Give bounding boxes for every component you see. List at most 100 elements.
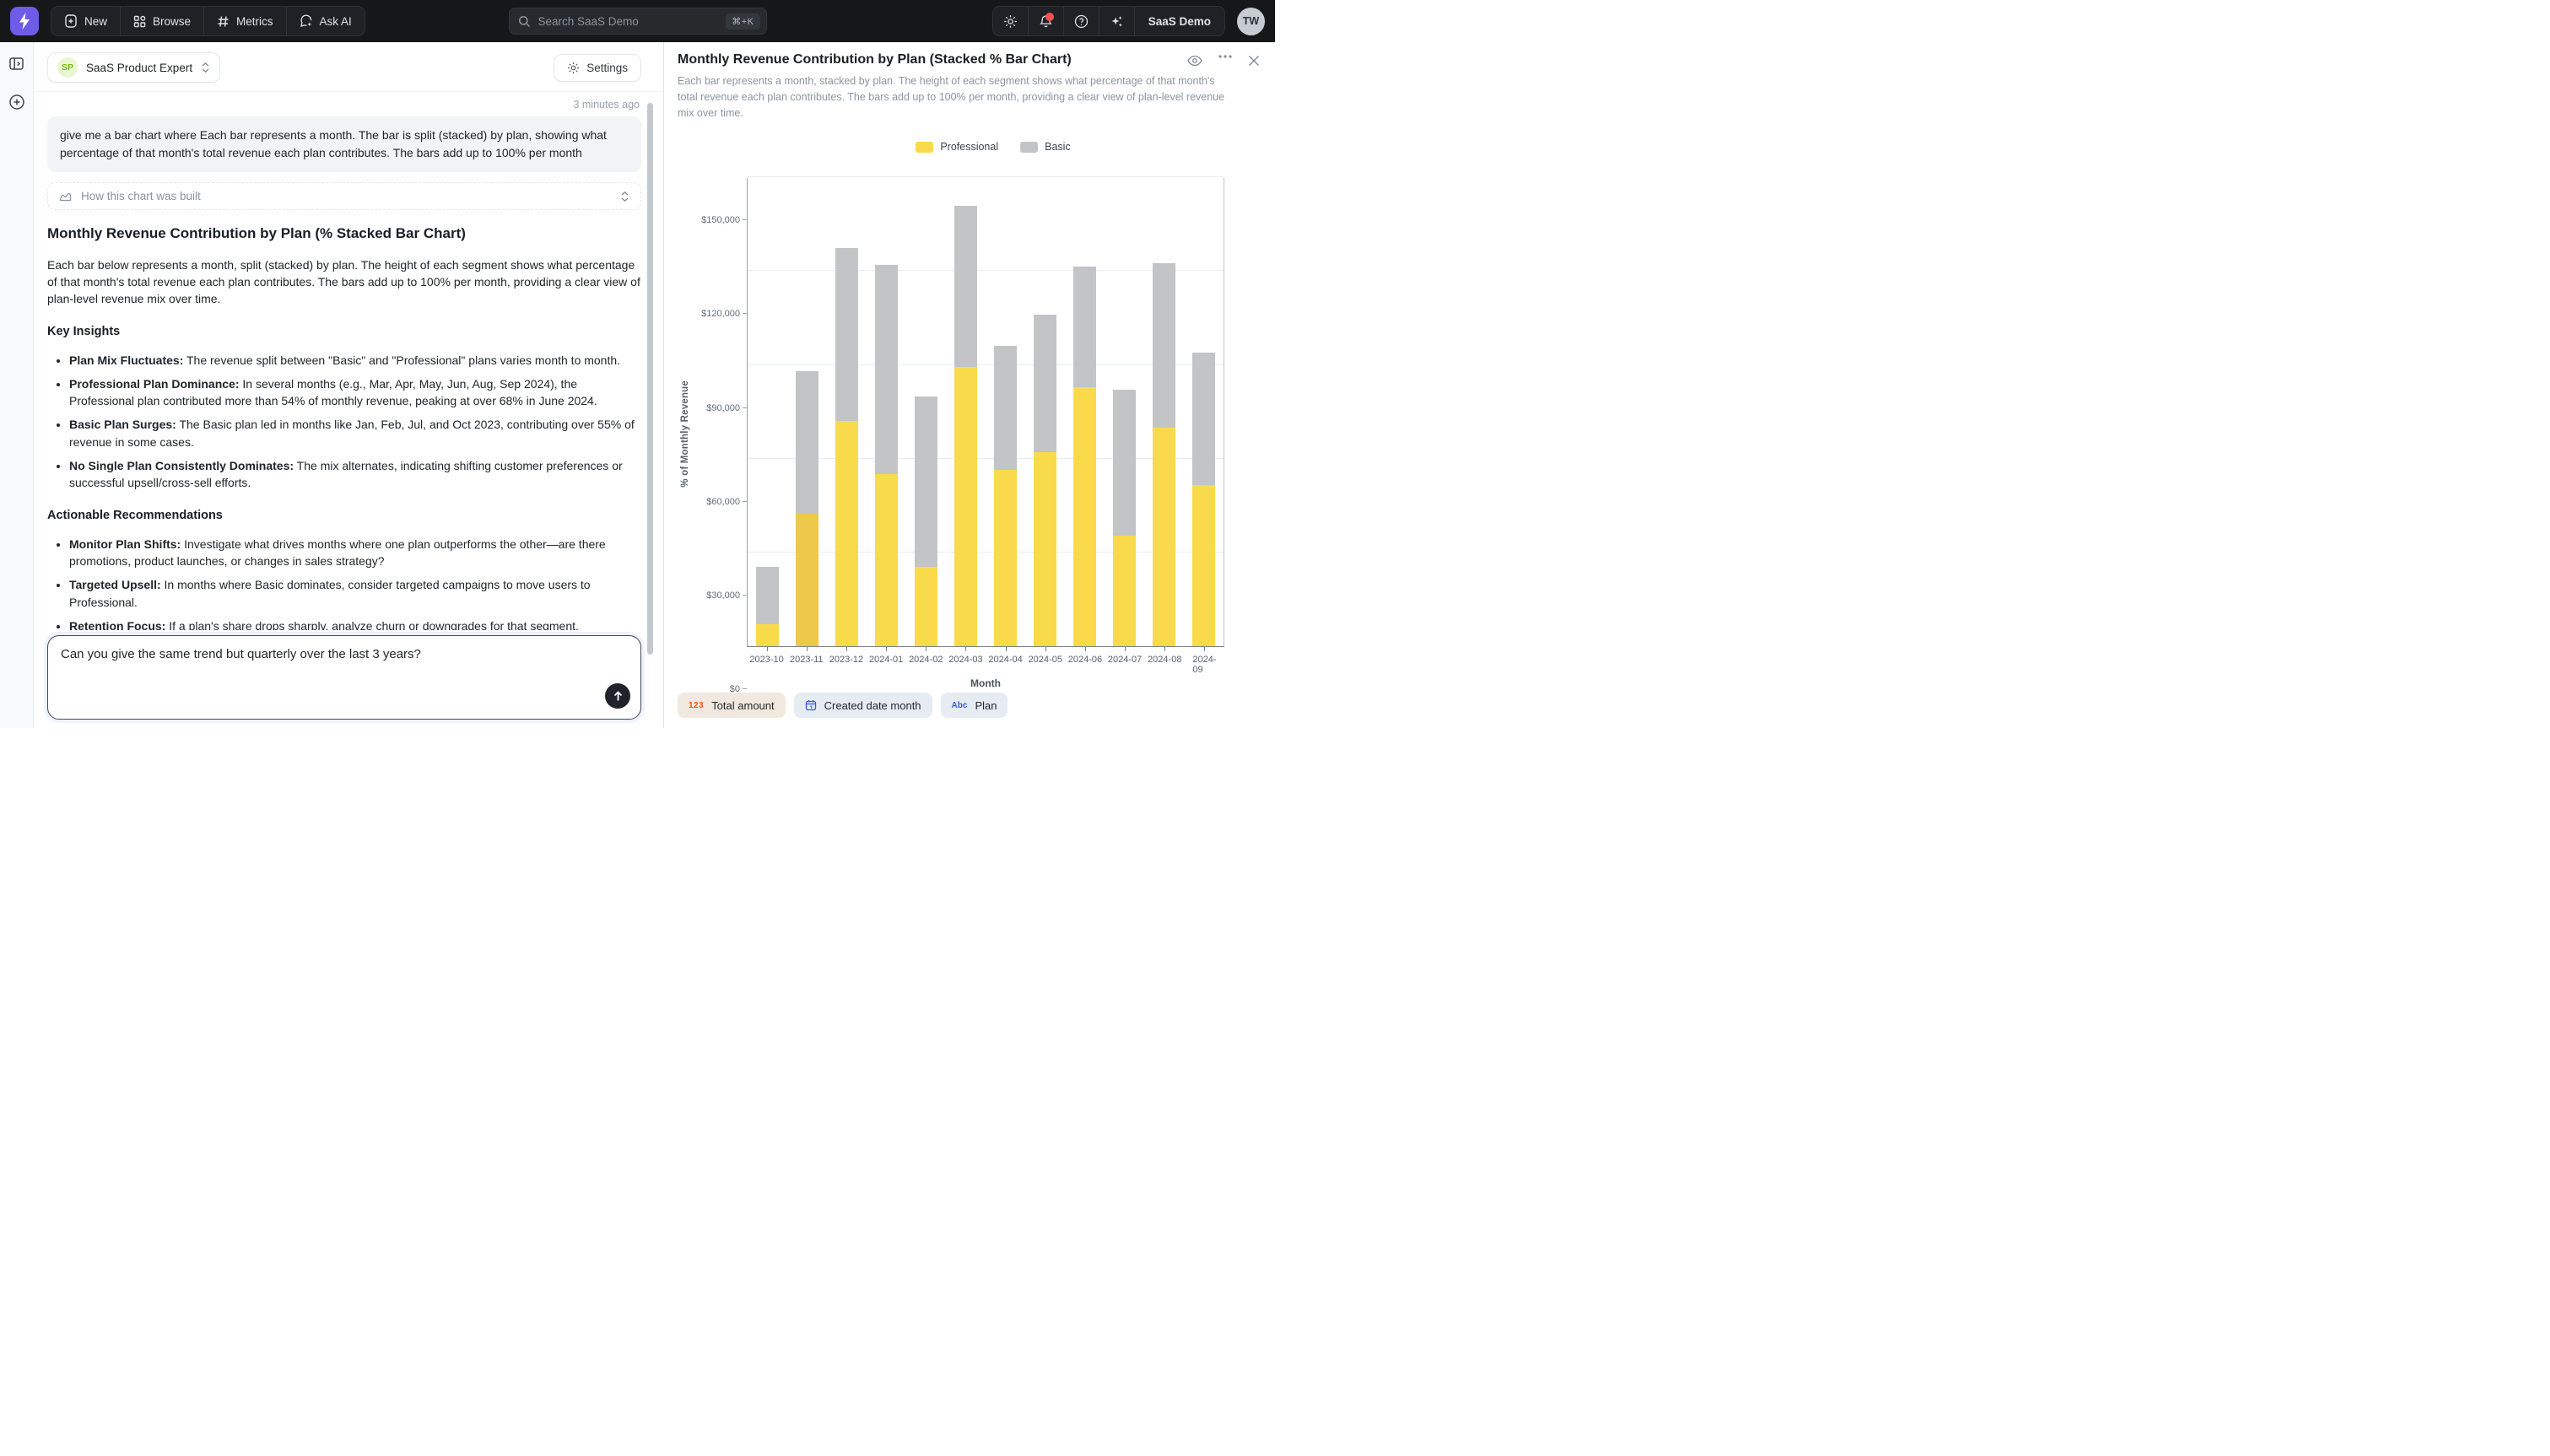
segment-basic-2024-03[interactable] — [954, 206, 977, 367]
field-tag-label: Created date month — [824, 699, 921, 712]
x-tick-mark — [926, 647, 927, 651]
bar-2023-12[interactable] — [835, 248, 858, 647]
bar-2024-09[interactable] — [1192, 353, 1215, 646]
agent-name: SaaS Product Expert — [86, 62, 192, 74]
legend-item-basic[interactable]: Basic — [1020, 141, 1071, 153]
x-tick-label: 2024-02 — [909, 655, 943, 665]
x-tick-mark — [1045, 647, 1046, 651]
more-options-button[interactable] — [1218, 55, 1232, 67]
segment-professional-2023-11[interactable] — [796, 514, 818, 647]
x-tick-mark — [1006, 647, 1007, 651]
segment-basic-2023-11[interactable] — [796, 371, 818, 514]
segment-professional-2024-09[interactable] — [1192, 485, 1215, 646]
global-search-input[interactable]: Search SaaS Demo ⌘+K — [509, 8, 767, 35]
bar-2024-01[interactable] — [875, 265, 898, 646]
segment-basic-2024-01[interactable] — [875, 265, 898, 474]
segment-professional-2023-12[interactable] — [835, 421, 858, 646]
new-button[interactable]: New — [51, 7, 121, 35]
x-tick-mark — [1204, 647, 1205, 651]
metrics-button[interactable]: Metrics — [204, 7, 287, 35]
settings-gear-button[interactable] — [993, 7, 1029, 35]
field-tag-plan[interactable]: AbcPlan — [941, 693, 1008, 718]
chart-field-tags: 123Total amount Created date month AbcPlan — [678, 693, 1008, 718]
field-tag-created-date-month[interactable]: Created date month — [794, 693, 932, 718]
x-tick-label: 2024-03 — [948, 655, 982, 665]
x-tick-label: 2023-10 — [749, 655, 783, 665]
calendar-icon — [805, 699, 817, 711]
chat-sparkle-icon — [300, 14, 313, 28]
segment-basic-2023-10[interactable] — [756, 567, 779, 625]
bar-2024-07[interactable] — [1113, 390, 1136, 646]
field-tag-total-amount[interactable]: 123Total amount — [678, 693, 786, 718]
segment-professional-2024-04[interactable] — [994, 470, 1017, 646]
how-chart-built-toggle[interactable]: How this chart was built — [47, 182, 641, 210]
workspace-button[interactable]: SaaS Demo — [1135, 7, 1224, 35]
segment-basic-2024-09[interactable] — [1192, 353, 1215, 486]
user-message-bubble: give me a bar chart where Each bar repre… — [47, 116, 641, 172]
chat-input[interactable]: Can you give the same trend but quarterl… — [47, 635, 641, 720]
x-tick-label: 2024-04 — [988, 655, 1022, 665]
chat-message-area[interactable]: 3 minutes ago give me a bar chart where … — [34, 92, 663, 630]
segment-basic-2024-07[interactable] — [1113, 390, 1136, 535]
chart-panel-title: Monthly Revenue Contribution by Plan (St… — [678, 52, 1072, 67]
segment-professional-2024-03[interactable] — [954, 367, 977, 647]
y-tick-label: $150,000 — [701, 215, 740, 225]
x-tick-mark — [1125, 647, 1126, 651]
segment-basic-2024-04[interactable] — [994, 346, 1017, 469]
segment-professional-2024-07[interactable] — [1113, 536, 1136, 647]
segment-professional-2024-05[interactable] — [1034, 452, 1056, 646]
chevron-updown-icon — [620, 191, 629, 202]
search-shortcut-badge: ⌘+K — [726, 13, 759, 30]
y-tick-label: $120,000 — [701, 309, 740, 319]
segment-basic-2024-08[interactable] — [1153, 263, 1175, 428]
field-tag-label: Total amount — [711, 699, 774, 712]
x-tick-mark — [1085, 647, 1086, 651]
notifications-button[interactable] — [1029, 7, 1064, 35]
segment-professional-2023-10[interactable] — [756, 624, 779, 646]
ask-ai-button[interactable]: Ask AI — [287, 7, 365, 35]
bar-2023-11[interactable] — [796, 371, 818, 646]
toggle-sidebar-button[interactable] — [8, 56, 24, 72]
segment-professional-2024-08[interactable] — [1153, 428, 1175, 646]
bar-2024-05[interactable] — [1034, 315, 1056, 646]
text-type-icon: Abc — [952, 701, 968, 710]
user-avatar[interactable]: TW — [1237, 8, 1265, 35]
app-logo[interactable] — [10, 7, 39, 35]
workspace-name: SaaS Demo — [1148, 15, 1211, 28]
bar-2024-02[interactable] — [915, 396, 937, 647]
segment-basic-2024-05[interactable] — [1034, 315, 1056, 452]
segment-professional-2024-01[interactable] — [875, 474, 898, 646]
close-panel-button[interactable] — [1248, 55, 1260, 67]
x-axis-labels: 2023-102023-112023-122024-012024-022024-… — [747, 647, 1224, 672]
segment-basic-2023-12[interactable] — [835, 248, 858, 422]
segment-basic-2024-06[interactable] — [1073, 267, 1096, 387]
bar-2024-04[interactable] — [994, 346, 1017, 646]
chevron-updown-icon — [201, 62, 210, 73]
bar-2024-08[interactable] — [1153, 263, 1175, 646]
segment-professional-2024-06[interactable] — [1073, 387, 1096, 647]
legend-swatch-professional — [916, 142, 933, 153]
preview-eye-button[interactable] — [1187, 55, 1202, 67]
agent-avatar: SP — [57, 57, 78, 78]
x-tick-label: 2024-06 — [1068, 655, 1102, 665]
send-button[interactable] — [605, 683, 630, 709]
bar-2024-06[interactable] — [1073, 267, 1096, 646]
help-button[interactable] — [1064, 7, 1099, 35]
segment-basic-2024-02[interactable] — [915, 396, 937, 567]
bar-2023-10[interactable] — [756, 567, 779, 647]
gear-icon — [1003, 14, 1018, 29]
search-icon — [518, 15, 531, 28]
bar-2024-03[interactable] — [954, 206, 977, 647]
browse-button[interactable]: Browse — [121, 7, 204, 35]
legend-item-professional[interactable]: Professional — [916, 141, 998, 153]
x-tick-mark — [846, 647, 847, 651]
segment-professional-2024-02[interactable] — [915, 567, 937, 647]
chat-settings-button[interactable]: Settings — [554, 54, 641, 82]
recommendations-heading: Actionable Recommendations — [47, 507, 641, 525]
key-insights-list: Plan Mix Fluctuates: The revenue split b… — [47, 352, 641, 492]
chat-scrollbar[interactable] — [647, 103, 653, 655]
new-thread-button[interactable] — [8, 94, 25, 111]
x-tick-label: 2024-08 — [1148, 655, 1181, 665]
agent-selector[interactable]: SP SaaS Product Expert — [47, 52, 220, 83]
sparkles-button[interactable] — [1099, 7, 1135, 35]
